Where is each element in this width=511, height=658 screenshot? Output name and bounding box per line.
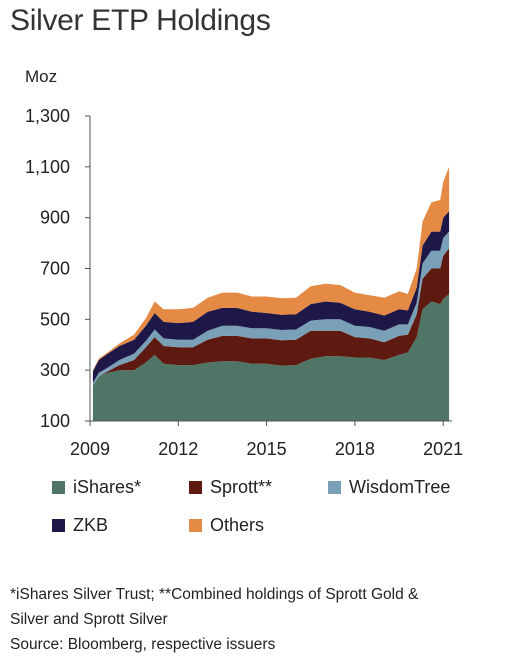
source-note: Source: Bloomberg, respective issuers bbox=[10, 636, 276, 653]
y-tick-label: 900 bbox=[40, 208, 70, 228]
legend-label: ZKB bbox=[73, 515, 109, 535]
x-tick-label: 2009 bbox=[70, 439, 110, 459]
legend-label: WisdomTree bbox=[349, 477, 451, 497]
y-tick-label: 100 bbox=[40, 411, 70, 431]
y-axis-label: Moz bbox=[25, 67, 57, 86]
legend-swatch bbox=[189, 519, 202, 532]
y-tick-label: 500 bbox=[40, 309, 70, 329]
area-sprott bbox=[92, 248, 450, 386]
x-tick-label: 2015 bbox=[247, 439, 287, 459]
y-tick-label: 1,300 bbox=[25, 106, 70, 126]
x-tick-label: 2012 bbox=[158, 439, 198, 459]
y-tick-label: 300 bbox=[40, 360, 70, 380]
area-others bbox=[92, 166, 450, 372]
legend-item-sprott: Sprott** bbox=[189, 477, 272, 498]
legend-item-zkb: ZKB bbox=[52, 515, 108, 536]
legend-swatch bbox=[328, 481, 341, 494]
x-tick-label: 2021 bbox=[423, 439, 463, 459]
x-axis: 2009 2012 2015 2018 2021 bbox=[70, 420, 463, 459]
legend-item-ishares: iShares* bbox=[52, 477, 141, 498]
chart-title: Silver ETP Holdings bbox=[10, 4, 271, 37]
legend-swatch bbox=[189, 481, 202, 494]
legend-swatch bbox=[52, 519, 65, 532]
legend-label: Others bbox=[210, 515, 265, 535]
footnote-line-2: Silver and Sprott Silver bbox=[10, 611, 168, 628]
legend-swatch bbox=[52, 481, 65, 494]
area-series-group bbox=[92, 166, 450, 421]
area-wisdomtree bbox=[92, 231, 450, 386]
footnote: *iShares Silver Trust; **Combined holdin… bbox=[10, 582, 505, 657]
y-tick-label: 700 bbox=[40, 259, 70, 279]
x-tick-label: 2018 bbox=[335, 439, 375, 459]
legend-item-others: Others bbox=[189, 515, 264, 536]
y-axis: 100 300 500 700 900 1,100 1,300 bbox=[25, 106, 91, 431]
footnote-line-1: *iShares Silver Trust; **Combined holdin… bbox=[10, 586, 419, 603]
legend-label: iShares* bbox=[73, 477, 142, 497]
area-ishares bbox=[92, 293, 450, 421]
legend-item-wisdomtree: WisdomTree bbox=[328, 477, 450, 498]
y-tick-label: 1,100 bbox=[25, 157, 70, 177]
legend-label: Sprott** bbox=[210, 477, 273, 497]
